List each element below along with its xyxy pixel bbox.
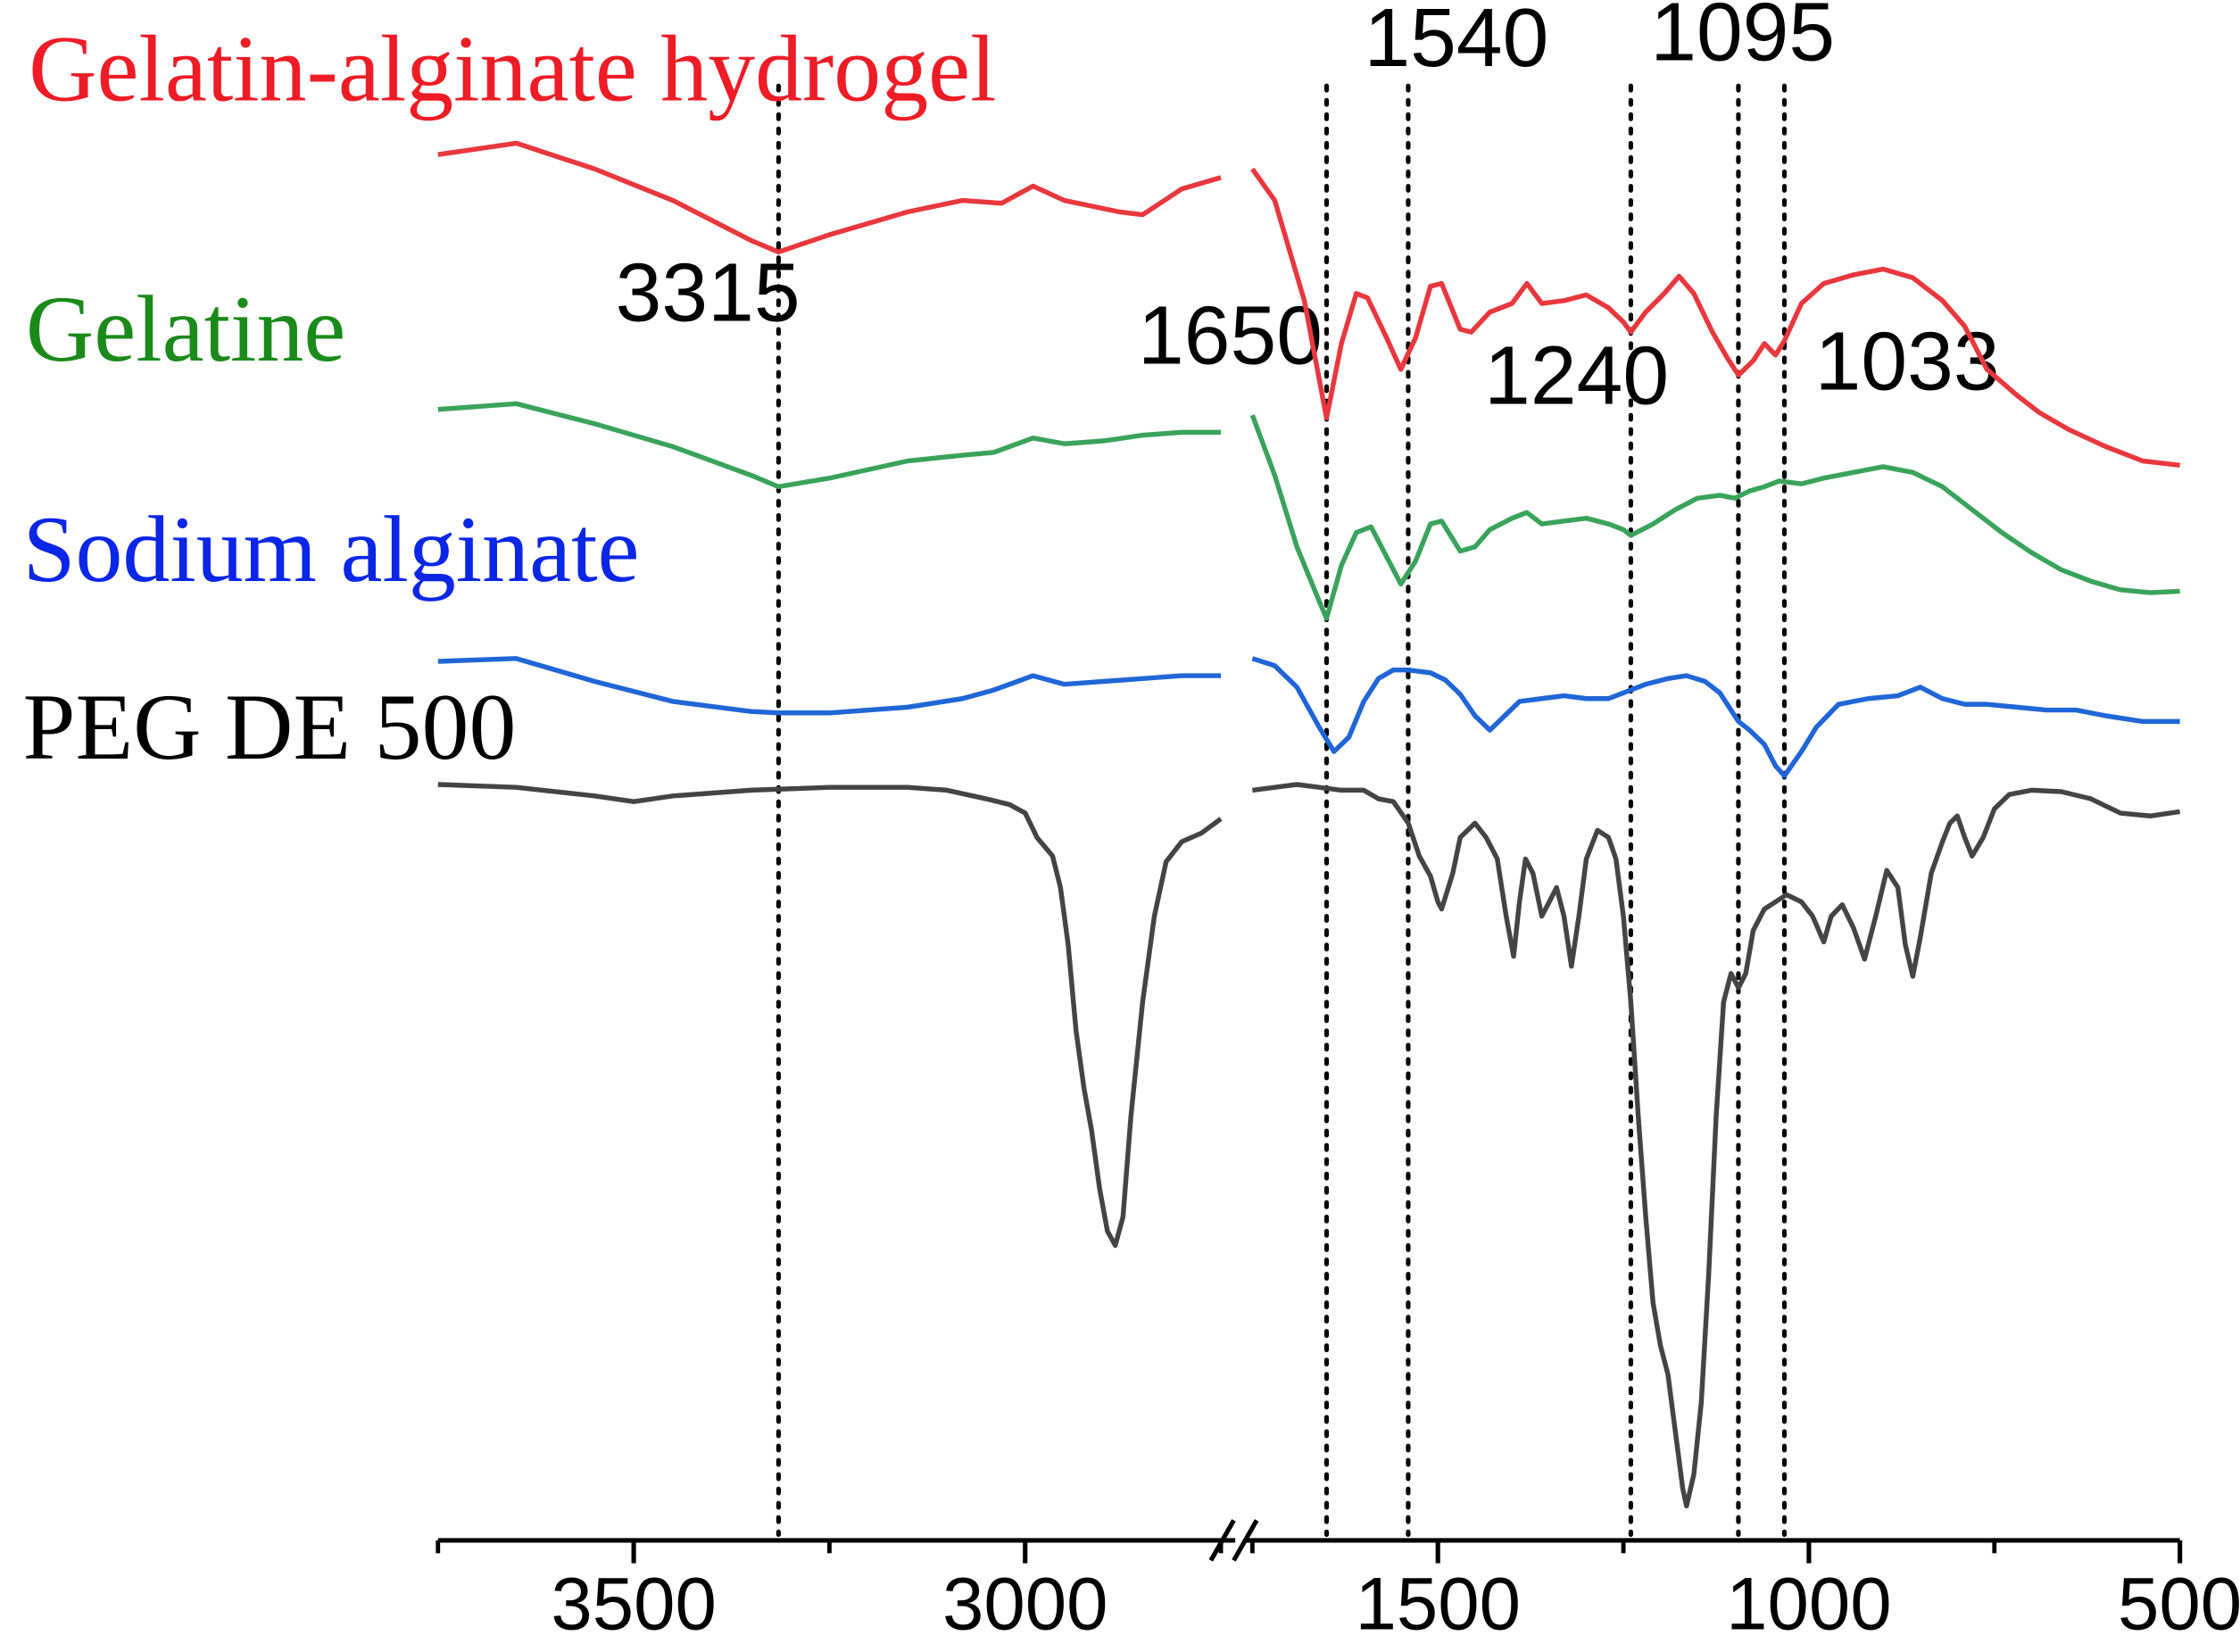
peak-label-1650: 1650 xyxy=(1138,288,1323,381)
series-line-gelatin-alginate-hydrogel-part-1 xyxy=(437,140,1222,255)
series-line-peg-de-500-part-1 xyxy=(437,782,1223,1249)
peak-label-1240: 1240 xyxy=(1484,328,1669,421)
x-tick-label-1500: 1500 xyxy=(1355,1562,1521,1645)
series-label-peg-de-500: PEG DE 500 xyxy=(23,675,517,779)
series-line-gelatine-part-2 xyxy=(1249,414,2180,621)
axis-break-mark-2 xyxy=(1232,1519,1259,1562)
x-tick-label-3000: 3000 xyxy=(942,1562,1108,1645)
series-label-gelatin-alginate-hydrogel: Gelatin-alginate hydrogel xyxy=(29,16,996,120)
series-line-sodium-alginate-part-1 xyxy=(437,656,1222,716)
x-tick-label-1000: 1000 xyxy=(1726,1562,1892,1645)
peak-markers: 3315 1650 1540 1240 1095 1033 xyxy=(616,0,2000,1538)
x-tick-label-3500: 3500 xyxy=(551,1562,717,1645)
x-axis: 3500 3000 1500 1000 500 xyxy=(436,1519,2240,1645)
series-line-peg-de-500-part-2 xyxy=(1252,782,2181,1509)
x-tick-label-500: 500 xyxy=(2118,1562,2240,1645)
series-line-sodium-alginate-part-2 xyxy=(1251,656,2180,779)
peak-label-3315: 3315 xyxy=(616,245,801,338)
series-line-gelatin-alginate-hydrogel-part-2 xyxy=(1250,167,2180,469)
series-label-gelatine: Gelatine xyxy=(26,277,345,381)
series-label-sodium-alginate: Sodium alginate xyxy=(23,497,640,602)
peak-label-1095: 1095 xyxy=(1650,0,1835,78)
peak-label-1033: 1033 xyxy=(1815,314,2000,407)
legend-labels: Gelatin-alginate hydrogel Gelatine Sodium … xyxy=(23,16,997,779)
peak-label-1540: 1540 xyxy=(1364,0,1548,84)
series-line-gelatine-part-1 xyxy=(437,401,1222,490)
spectra-lines xyxy=(437,140,2181,1509)
